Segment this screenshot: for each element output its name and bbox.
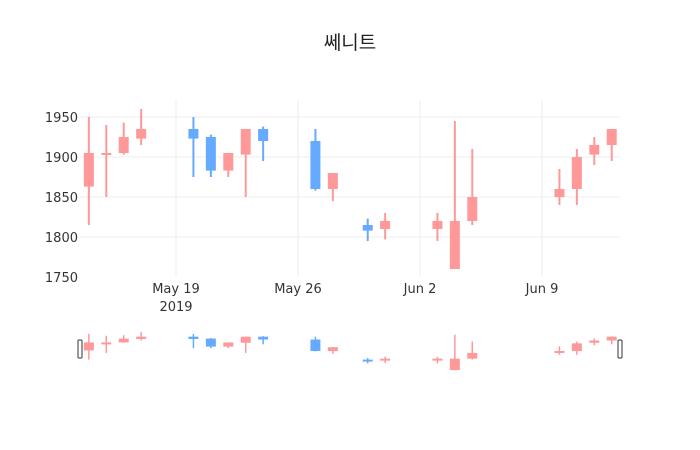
y-tick-label: 1750 [45,271,78,286]
candle-body [310,141,321,189]
gridlines [80,100,620,277]
candle-increasing[interactable] [327,173,338,201]
mini-candle [223,342,234,349]
candle-increasing[interactable] [223,153,234,177]
y-tick-label: 1950 [45,111,78,126]
candle-increasing[interactable] [432,213,443,241]
x-tick-label: Jun 2 [403,282,437,297]
mini-candle [449,334,460,371]
candle-decreasing[interactable] [205,134,216,177]
mini-candle [327,347,338,354]
candle-body [223,153,234,171]
x-tick-label: Jun 9 [525,282,559,297]
mini-candle [467,341,478,360]
candle-increasing[interactable] [83,117,94,225]
candle-body [606,129,617,145]
mini-candle [310,336,321,352]
chart-title: 쎄니트 [323,32,377,54]
y-axis: 1750 1800 1850 1900 1950 [45,111,78,286]
candles-main[interactable] [83,109,617,269]
candle-body [83,153,94,187]
candle-increasing[interactable] [101,125,112,197]
candle-body [188,129,199,139]
x-axis: May 19 2019 May 26 Jun 2 Jun 9 [152,282,558,315]
candle-increasing[interactable] [589,137,600,165]
candle-body [554,189,565,197]
mini-candle [554,346,565,355]
candle-body [240,129,251,155]
candle-body [118,137,129,153]
candle-increasing[interactable] [606,129,617,161]
candle-increasing[interactable] [240,129,251,197]
mini-candle [118,335,129,343]
candle-body [467,197,478,221]
candle-decreasing[interactable] [362,218,373,241]
mini-candle [188,333,199,349]
range-slider-left-handle[interactable] [77,339,83,359]
candle-increasing[interactable] [380,213,391,240]
candle-body [380,221,391,229]
candle-body [258,129,269,141]
mini-candle [606,336,617,345]
x-tick-label: May 26 [274,282,322,297]
candle-body [205,137,216,171]
range-slider[interactable] [77,330,623,372]
mini-candle [258,336,269,345]
mini-candle [101,335,112,353]
candle-body [136,129,147,139]
candle-body [432,221,443,229]
candle-body [589,145,600,155]
x-tick-year-label: 2019 [159,300,192,315]
mini-candle [136,331,147,341]
y-tick-label: 1900 [45,151,78,166]
candle-increasing[interactable] [136,109,147,145]
candle-increasing[interactable] [467,149,478,225]
candle-body [362,225,373,231]
candle-body [449,221,460,269]
x-tick-label: May 19 [152,282,200,297]
range-slider-bg[interactable] [80,330,620,372]
mini-candle [589,338,600,346]
candle-body [571,157,582,189]
y-tick-label: 1800 [45,231,78,246]
candle-body [101,153,112,155]
candle-increasing[interactable] [118,122,129,155]
candle-decreasing[interactable] [188,117,199,177]
mini-candle [83,333,94,360]
mini-candle [362,358,373,364]
candle-body [327,173,338,189]
candle-increasing[interactable] [554,169,565,205]
mini-candle [240,336,251,353]
y-tick-label: 1850 [45,191,78,206]
mini-candle [380,356,391,364]
candle-increasing[interactable] [449,121,460,269]
range-slider-right-handle[interactable] [617,339,623,359]
mini-candle [571,341,582,355]
candle-increasing[interactable] [571,149,582,205]
mini-candle [205,338,216,349]
mini-candle [432,356,443,364]
candle-decreasing[interactable] [310,129,321,191]
candle-decreasing[interactable] [258,126,269,161]
